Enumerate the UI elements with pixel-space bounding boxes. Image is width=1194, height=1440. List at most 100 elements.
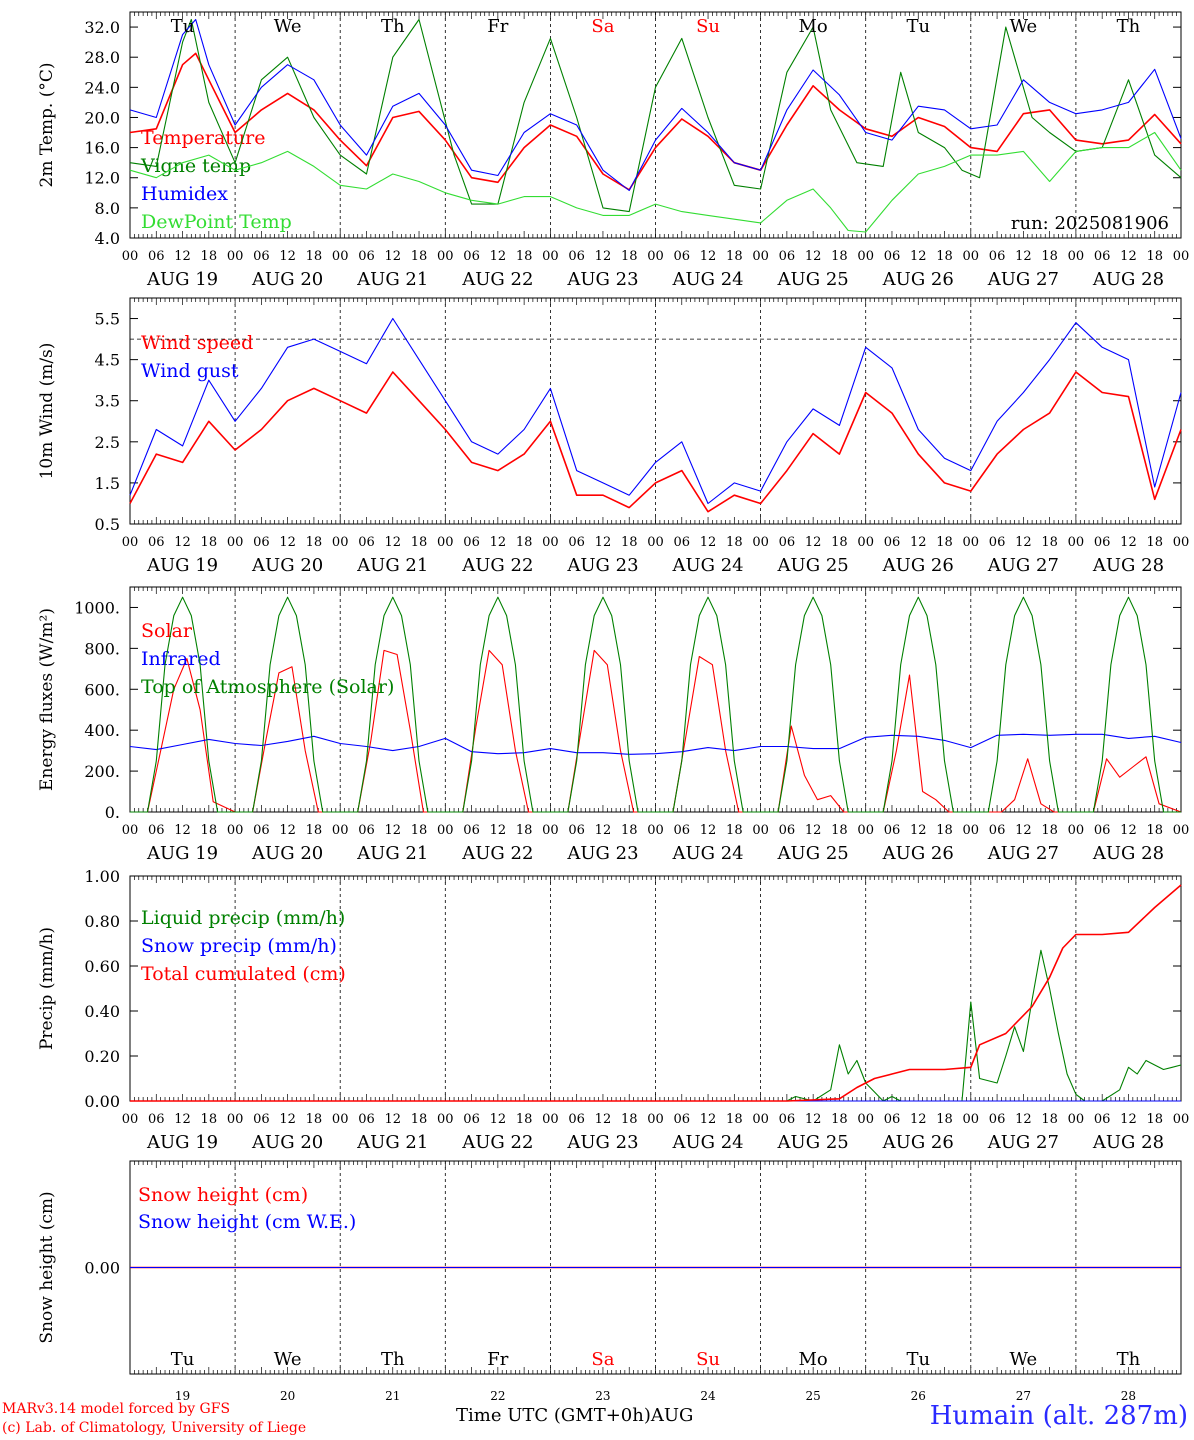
hour-tick-label: 00	[1068, 823, 1085, 838]
date-label: AUG 26	[882, 555, 954, 576]
day-abbr-label: Fr	[487, 16, 508, 37]
hour-tick-label: 06	[674, 249, 691, 264]
y-tick-label: 0.60	[84, 957, 120, 976]
y-tick-label: 1.00	[84, 867, 120, 886]
day-abbr-label: Su	[696, 1349, 720, 1370]
hour-tick-label: 12	[700, 535, 717, 550]
hour-tick-label: 00	[963, 249, 980, 264]
day-abbr-label: Tu	[906, 1349, 930, 1370]
hour-tick-label: 06	[148, 535, 165, 550]
series-line-wind-speed	[129, 371, 1182, 513]
hour-tick-label: 06	[463, 249, 480, 264]
date-label: AUG 28	[1092, 1132, 1164, 1153]
hour-tick-label: 12	[700, 249, 717, 264]
hour-tick-label: 00	[332, 535, 349, 550]
date-label: AUG 25	[777, 555, 849, 576]
hour-tick-label: 06	[674, 1112, 691, 1127]
hour-tick-label: 00	[122, 535, 139, 550]
hour-tick-label: 18	[516, 823, 533, 838]
hour-tick-label: 06	[463, 1112, 480, 1127]
hour-tick-label: 00	[647, 1112, 664, 1127]
hour-tick-label: 00	[1173, 1112, 1190, 1127]
date-label: AUG 27	[987, 269, 1059, 290]
hour-tick-label: 12	[490, 1112, 507, 1127]
hour-tick-label: 00	[1173, 823, 1190, 838]
legend-entry: Liquid precip (mm/h)	[141, 907, 345, 929]
panel-frame	[129, 586, 1182, 813]
hour-tick-label: 06	[1094, 535, 1111, 550]
hour-tick-label: 06	[989, 1112, 1006, 1127]
y-tick-label: 32.0	[84, 18, 120, 37]
legend-entry: Humidex	[141, 183, 228, 205]
hour-tick-label: 06	[674, 535, 691, 550]
y-tick-label: 2.5	[95, 433, 120, 452]
hour-tick-label: 00	[752, 1112, 769, 1127]
day-number-label: 26	[911, 1389, 926, 1403]
hour-tick-label: 18	[306, 249, 323, 264]
date-label: AUG 20	[251, 555, 323, 576]
hour-tick-label: 18	[201, 823, 218, 838]
hour-tick-label: 06	[1094, 1112, 1111, 1127]
hour-tick-label: 12	[279, 249, 296, 264]
hour-tick-label: 00	[857, 249, 874, 264]
hour-tick-label: 06	[779, 1112, 796, 1127]
hour-tick-label: 18	[621, 823, 638, 838]
legend-entry: Solar	[141, 620, 193, 642]
hour-tick-label: 18	[726, 823, 743, 838]
hour-tick-label: 18	[516, 535, 533, 550]
hour-tick-label: 18	[201, 1112, 218, 1127]
y-tick-label: 0.80	[84, 912, 120, 931]
hour-tick-label: 00	[647, 535, 664, 550]
hour-tick-label: 12	[1015, 535, 1032, 550]
hour-tick-label: 18	[1041, 823, 1058, 838]
series-line-temperature	[129, 52, 1182, 191]
hour-tick-label: 18	[1146, 823, 1163, 838]
hour-tick-label: 00	[332, 249, 349, 264]
hour-tick-label: 00	[963, 823, 980, 838]
hour-tick-label: 18	[1146, 249, 1163, 264]
date-label: AUG 28	[1092, 843, 1164, 864]
hour-tick-label: 06	[884, 1112, 901, 1127]
date-label: AUG 22	[461, 1132, 533, 1153]
hour-tick-label: 06	[884, 535, 901, 550]
hour-tick-label: 18	[621, 1112, 638, 1127]
hour-tick-label: 18	[306, 1112, 323, 1127]
day-number-label: 27	[1016, 1389, 1031, 1403]
y-axis-label: 2m Temp. (°C)	[37, 62, 57, 187]
day-abbr-label: Fr	[487, 1349, 508, 1370]
hour-tick-label: 06	[358, 535, 375, 550]
hour-tick-label: 12	[279, 823, 296, 838]
hour-tick-label: 12	[805, 249, 822, 264]
hour-tick-label: 00	[227, 535, 244, 550]
series-line-liquid-precip-mm-h	[130, 949, 1182, 1102]
hour-tick-label: 06	[358, 1112, 375, 1127]
y-tick-label: 12.0	[84, 169, 120, 188]
panel-1: 4.0 8.0 12.0 16.0 20.0 24.0 28.0 32.0 2m Temp. (…	[37, 11, 1189, 290]
date-label: AUG 22	[461, 555, 533, 576]
series-line-total-cumulated-cm	[130, 884, 1182, 1102]
hour-tick-label: 12	[174, 823, 191, 838]
hour-tick-label: 00	[752, 823, 769, 838]
y-tick-label: 600.	[84, 680, 120, 699]
legend-entry: Top of Atmosphere (Solar)	[141, 676, 394, 698]
hour-tick-label: 18	[1041, 249, 1058, 264]
hour-tick-label: 00	[1068, 249, 1085, 264]
hour-tick-label: 12	[1015, 823, 1032, 838]
date-label: AUG 26	[882, 843, 954, 864]
series-line-dewpoint-temp	[129, 131, 1182, 233]
date-label: AUG 26	[882, 1132, 954, 1153]
hour-tick-label: 12	[595, 249, 612, 264]
y-tick-label: 0.	[105, 803, 120, 822]
panel-5: 0.00 Snow height (cm) Snow height (cm) Snow…	[37, 1160, 1182, 1403]
hour-tick-label: 12	[279, 535, 296, 550]
hour-tick-label: 18	[621, 535, 638, 550]
hour-tick-label: 18	[936, 249, 953, 264]
hour-tick-label: 12	[384, 1112, 401, 1127]
hour-tick-label: 12	[805, 535, 822, 550]
hour-tick-label: 06	[148, 1112, 165, 1127]
date-label: AUG 20	[251, 1132, 323, 1153]
date-label: AUG 20	[251, 843, 323, 864]
day-abbr-label: Th	[381, 16, 405, 37]
hour-tick-label: 12	[910, 1112, 927, 1127]
hour-tick-label: 06	[568, 823, 585, 838]
